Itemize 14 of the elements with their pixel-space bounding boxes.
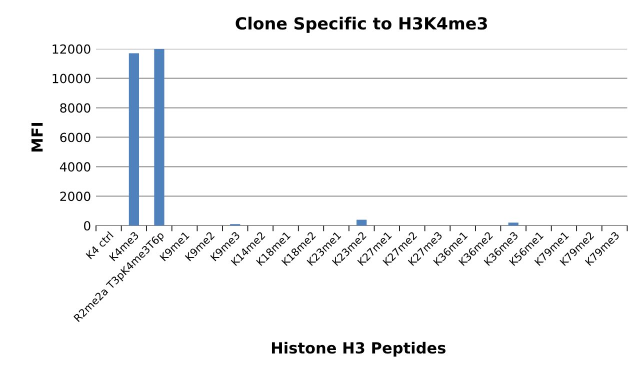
y-tick-label: 4000 bbox=[60, 162, 90, 172]
y-tick-label: 0 bbox=[84, 221, 90, 231]
chart-title: Clone Specific to H3K4me3 bbox=[236, 16, 487, 33]
y-tick-label: 8000 bbox=[60, 103, 90, 113]
bar bbox=[508, 222, 518, 226]
bar bbox=[356, 220, 367, 226]
bar bbox=[154, 48, 164, 226]
bar bbox=[128, 53, 139, 226]
y-tick-label: 6000 bbox=[60, 132, 90, 142]
y-tick-label: 12000 bbox=[52, 44, 90, 54]
y-axis-title: MFI bbox=[32, 122, 43, 152]
y-tick-label: 2000 bbox=[60, 192, 90, 202]
x-axis-title: Histone H3 Peptides bbox=[272, 342, 446, 357]
y-tick-label: 10000 bbox=[52, 74, 90, 84]
